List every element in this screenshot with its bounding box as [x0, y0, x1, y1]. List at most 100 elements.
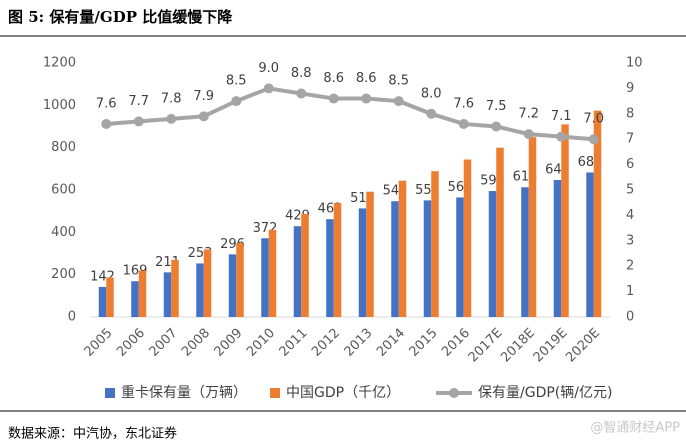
- legend-label: 重卡保有量（万辆）: [121, 385, 247, 401]
- line-series: [106, 86, 594, 142]
- bar: [553, 180, 562, 317]
- bar: [261, 238, 269, 317]
- bar: [521, 187, 529, 317]
- x-tick-label: 2010: [244, 326, 278, 360]
- y-tick-label: 600: [51, 183, 76, 198]
- line-marker: [588, 134, 599, 145]
- bar: [268, 229, 277, 317]
- line-value-label: 8.6: [323, 71, 344, 86]
- y-tick-label: 200: [51, 267, 76, 282]
- line-marker: [393, 96, 404, 107]
- line-value-label: 7.5: [486, 99, 507, 114]
- line-marker: [491, 121, 502, 132]
- line-marker: [458, 118, 469, 129]
- legend-swatch: [105, 388, 115, 398]
- line-marker: [523, 129, 534, 140]
- y-tick-label: 800: [51, 140, 76, 155]
- line-value-label: 7.7: [128, 94, 149, 109]
- y2-tick-label: 8: [626, 106, 634, 121]
- bar: [228, 254, 237, 317]
- line-value-label: 9.0: [258, 61, 279, 76]
- bar: [463, 159, 472, 317]
- source: 数据来源：中汽协，东北证券: [8, 426, 177, 442]
- x-tick-label: 2017E: [466, 326, 506, 366]
- y2-tick-label: 7: [626, 132, 634, 147]
- bar: [456, 197, 464, 317]
- y2-tick-label: 0: [626, 310, 634, 325]
- legend-swatch: [270, 388, 280, 398]
- bar: [528, 137, 537, 317]
- line-value-label: 8.6: [356, 71, 377, 86]
- line-marker: [133, 116, 144, 127]
- chart-title: 图 5: 保有量/GDP 比值缓慢下降: [8, 8, 233, 26]
- line-value-label: 8.5: [388, 74, 409, 89]
- line-marker: [166, 113, 177, 124]
- y2-tick-label: 10: [626, 56, 643, 71]
- bar: [171, 259, 179, 317]
- legend-label: 中国GDP（千亿）: [286, 385, 400, 401]
- bar: [398, 180, 407, 317]
- bar: [196, 263, 204, 317]
- x-tick-label: 2020E: [563, 326, 603, 366]
- bar: [326, 219, 334, 317]
- y2-tick-label: 2: [626, 259, 634, 274]
- bar: [561, 124, 569, 317]
- y2-tick-label: 1: [626, 284, 634, 299]
- legend-swatch: [449, 388, 459, 398]
- bar: [586, 172, 594, 317]
- line-marker: [556, 131, 567, 142]
- line-value-label: 8.8: [291, 66, 312, 81]
- line-value-label: 7.9: [193, 89, 214, 104]
- bar: [366, 191, 374, 317]
- bar: [203, 249, 212, 317]
- x-tick-label: 2013: [342, 326, 376, 360]
- y-tick-label: 1200: [43, 56, 76, 71]
- watermark: @智通财经APP: [590, 421, 680, 436]
- bar: [333, 203, 342, 317]
- bar: [423, 200, 432, 317]
- bar: [358, 208, 367, 317]
- x-tick-label: 2007: [147, 326, 181, 360]
- y2-tick-label: 4: [626, 208, 634, 223]
- bar: [131, 281, 139, 317]
- bar: [391, 201, 399, 317]
- line-marker: [101, 118, 112, 129]
- bar: [301, 213, 309, 317]
- bar: [138, 270, 147, 317]
- line-value-label: 8.0: [421, 86, 442, 101]
- x-tick-label: 2012: [309, 326, 343, 360]
- line-marker: [361, 93, 372, 104]
- line-value-label: 7.6: [453, 96, 474, 111]
- y2-tick-label: 9: [626, 81, 634, 96]
- x-tick-label: 2014: [374, 326, 408, 360]
- line-value-label: 8.5: [226, 74, 247, 89]
- line-value-label: 7.6: [96, 96, 117, 111]
- x-tick-label: 2011: [277, 326, 311, 360]
- bar: [488, 191, 497, 317]
- bar: [98, 286, 107, 317]
- line-marker: [231, 96, 242, 107]
- x-tick-label: 2009: [212, 326, 246, 360]
- line-value-label: 7.1: [551, 109, 572, 124]
- bar: [293, 226, 302, 317]
- y-tick-label: 400: [51, 225, 76, 240]
- x-tick-label: 2018E: [498, 326, 538, 366]
- legend-label: 保有量/GDP(辆/亿元): [478, 385, 612, 401]
- line-marker: [263, 83, 274, 94]
- y-tick-label: 0: [68, 310, 76, 325]
- y2-tick-label: 5: [626, 183, 634, 198]
- bar: [593, 110, 602, 317]
- line-marker: [426, 108, 437, 119]
- y2-tick-label: 3: [626, 233, 634, 248]
- bar: [163, 272, 172, 317]
- line-marker: [328, 93, 339, 104]
- line-value-label: 7.0: [583, 112, 604, 127]
- y-tick-label: 1000: [43, 98, 76, 113]
- bar: [431, 171, 439, 317]
- x-tick-label: 2006: [114, 326, 148, 360]
- line-marker: [198, 111, 209, 122]
- bar: [106, 277, 114, 317]
- x-tick-label: 2015: [407, 326, 441, 360]
- y2-tick-label: 6: [626, 157, 634, 172]
